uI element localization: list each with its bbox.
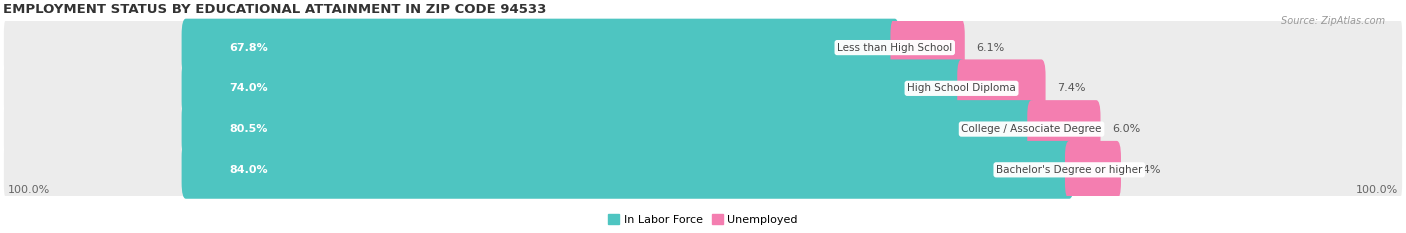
FancyBboxPatch shape xyxy=(181,141,1074,199)
Text: 100.0%: 100.0% xyxy=(1355,185,1398,195)
Text: High School Diploma: High School Diploma xyxy=(907,83,1017,93)
FancyBboxPatch shape xyxy=(181,19,898,76)
Text: College / Associate Degree: College / Associate Degree xyxy=(962,124,1102,134)
Text: 80.5%: 80.5% xyxy=(229,124,267,134)
Text: 7.4%: 7.4% xyxy=(1057,83,1085,93)
Text: 6.0%: 6.0% xyxy=(1112,124,1140,134)
Text: 84.0%: 84.0% xyxy=(229,165,267,175)
Text: 100.0%: 100.0% xyxy=(8,185,51,195)
FancyBboxPatch shape xyxy=(1064,141,1121,199)
FancyBboxPatch shape xyxy=(181,59,966,117)
Text: Bachelor's Degree or higher: Bachelor's Degree or higher xyxy=(995,165,1143,175)
Text: 67.8%: 67.8% xyxy=(229,43,267,53)
FancyBboxPatch shape xyxy=(890,19,965,76)
FancyBboxPatch shape xyxy=(4,98,1402,160)
Text: Source: ZipAtlas.com: Source: ZipAtlas.com xyxy=(1281,16,1385,26)
FancyBboxPatch shape xyxy=(4,57,1402,119)
FancyBboxPatch shape xyxy=(957,59,1046,117)
Text: EMPLOYMENT STATUS BY EDUCATIONAL ATTAINMENT IN ZIP CODE 94533: EMPLOYMENT STATUS BY EDUCATIONAL ATTAINM… xyxy=(3,3,546,16)
FancyBboxPatch shape xyxy=(4,17,1402,79)
Text: 4.4%: 4.4% xyxy=(1133,165,1161,175)
Text: 74.0%: 74.0% xyxy=(229,83,267,93)
FancyBboxPatch shape xyxy=(1028,100,1101,158)
Text: Less than High School: Less than High School xyxy=(837,43,952,53)
Legend: In Labor Force, Unemployed: In Labor Force, Unemployed xyxy=(603,210,803,229)
FancyBboxPatch shape xyxy=(4,139,1402,201)
Text: 6.1%: 6.1% xyxy=(977,43,1005,53)
FancyBboxPatch shape xyxy=(181,100,1036,158)
